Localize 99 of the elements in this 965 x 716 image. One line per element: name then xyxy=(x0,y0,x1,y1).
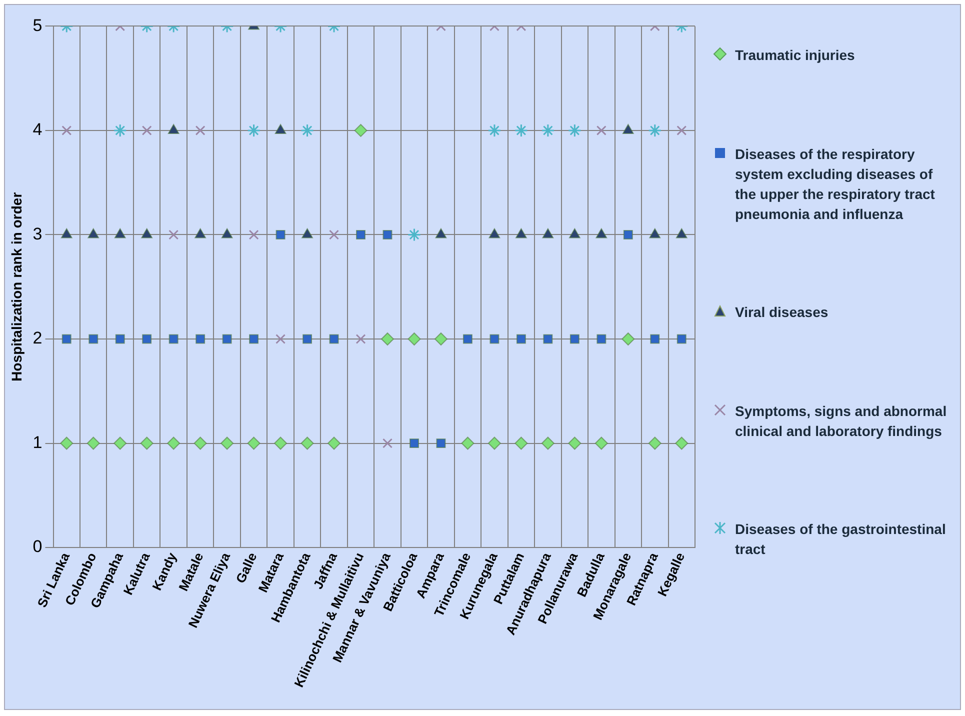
point xyxy=(60,436,74,450)
point xyxy=(436,438,446,448)
y-tick-label: 1 xyxy=(32,432,42,452)
point xyxy=(329,230,340,240)
point xyxy=(488,124,502,138)
legend-label: Diseases of the gastrointestinal tract xyxy=(735,520,947,559)
point xyxy=(168,334,178,344)
point xyxy=(168,124,180,134)
point xyxy=(648,436,662,450)
x-tick-label: Galle xyxy=(232,550,260,586)
point xyxy=(490,334,500,344)
point xyxy=(248,230,259,240)
point xyxy=(86,436,100,450)
point xyxy=(141,228,153,238)
point xyxy=(649,228,661,238)
point xyxy=(543,334,553,344)
legend-label: Diseases of the respiratory system excluding diseases of the upper the respiratory tract pneumonia and influenza xyxy=(735,144,936,224)
point xyxy=(329,334,339,344)
point xyxy=(220,436,234,450)
point xyxy=(675,436,688,450)
point xyxy=(622,332,635,346)
point xyxy=(249,334,259,344)
point xyxy=(222,334,232,344)
y-tick-label: 5 xyxy=(32,16,42,35)
point xyxy=(168,230,179,240)
legend-label: Viral diseases xyxy=(735,303,828,322)
point xyxy=(221,228,233,238)
point xyxy=(409,438,419,448)
point xyxy=(676,228,688,238)
point xyxy=(140,436,154,450)
point xyxy=(542,228,554,238)
point xyxy=(514,124,528,138)
point xyxy=(570,334,580,344)
point xyxy=(356,334,366,344)
point xyxy=(594,436,608,450)
point xyxy=(516,334,526,344)
point xyxy=(488,436,501,450)
point xyxy=(302,334,312,344)
point xyxy=(596,125,606,136)
point xyxy=(114,228,126,238)
point xyxy=(435,228,447,238)
point xyxy=(676,334,686,344)
point xyxy=(88,228,100,238)
y-tick-label: 4 xyxy=(32,120,42,140)
y-tick-label: 2 xyxy=(32,328,42,348)
point xyxy=(408,332,421,346)
point xyxy=(113,124,127,138)
point xyxy=(568,228,580,238)
point xyxy=(568,124,582,138)
point xyxy=(196,334,206,344)
point xyxy=(276,230,286,240)
point xyxy=(488,228,500,238)
point xyxy=(407,228,421,242)
point xyxy=(568,436,582,450)
point xyxy=(300,436,314,450)
point xyxy=(648,124,662,138)
point xyxy=(650,334,660,344)
point xyxy=(195,125,206,136)
legend-label: Traumatic injuries xyxy=(735,46,855,65)
point xyxy=(462,334,472,344)
point xyxy=(382,438,392,448)
y-tick-label: 3 xyxy=(32,224,42,244)
point xyxy=(62,334,72,344)
point xyxy=(194,228,206,238)
point xyxy=(247,436,260,450)
point xyxy=(354,124,368,137)
point xyxy=(380,332,394,346)
point xyxy=(194,436,207,450)
point xyxy=(622,124,634,134)
point xyxy=(676,125,687,136)
point xyxy=(434,332,448,346)
point xyxy=(596,334,606,344)
y-axis-title: Hospitalization rank in order xyxy=(8,192,24,382)
legend-label: Symptoms, signs and abnormal clinical and laboratory findings xyxy=(735,402,948,440)
point xyxy=(596,228,608,238)
point xyxy=(541,436,554,450)
point xyxy=(461,436,474,450)
point xyxy=(356,230,366,240)
point xyxy=(623,230,633,240)
point xyxy=(276,334,286,344)
point xyxy=(62,125,72,136)
point xyxy=(247,124,261,138)
point xyxy=(382,230,392,240)
point xyxy=(115,334,125,344)
point xyxy=(514,436,528,450)
point xyxy=(88,334,98,344)
point xyxy=(300,124,314,138)
point xyxy=(516,228,527,238)
point xyxy=(274,436,288,450)
point xyxy=(328,436,341,450)
point xyxy=(142,334,152,344)
point xyxy=(114,436,127,450)
y-tick-label: 0 xyxy=(32,537,42,556)
point xyxy=(274,124,286,134)
point xyxy=(302,228,313,238)
point xyxy=(167,436,180,450)
point xyxy=(541,124,555,138)
point xyxy=(60,228,72,238)
point xyxy=(142,125,152,136)
